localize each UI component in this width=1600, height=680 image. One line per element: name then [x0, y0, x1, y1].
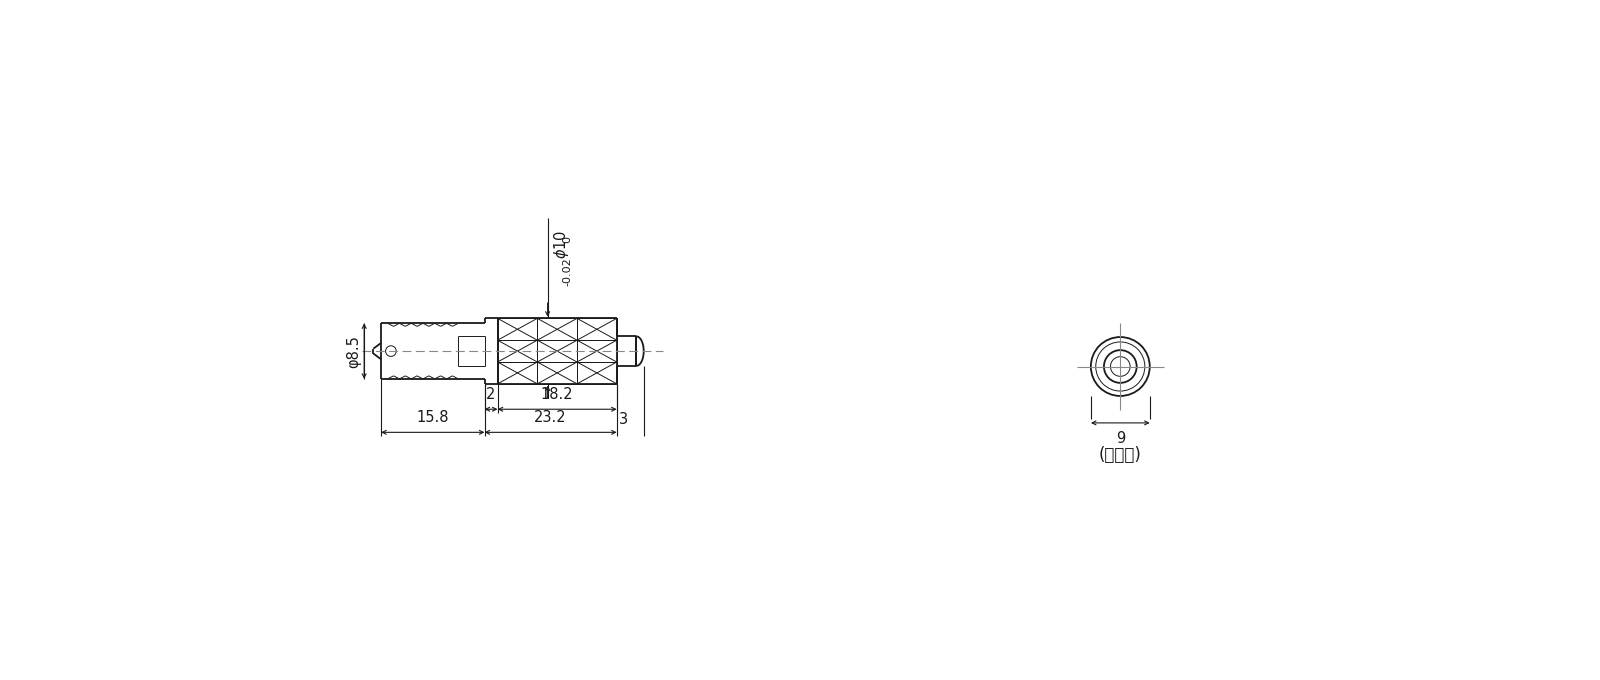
Text: 18.2: 18.2 [541, 386, 573, 401]
Text: (六角部): (六角部) [1099, 446, 1142, 464]
Text: 15.8: 15.8 [416, 409, 450, 424]
Text: 2: 2 [486, 386, 496, 401]
Text: $\phi$10: $\phi$10 [552, 230, 571, 259]
Text: φ8.5: φ8.5 [346, 335, 362, 367]
Text: -0.02: -0.02 [562, 257, 573, 286]
Text: 9: 9 [1115, 430, 1125, 445]
Text: 23.2: 23.2 [534, 409, 566, 424]
Text: 0: 0 [562, 236, 573, 243]
Text: 3: 3 [619, 412, 627, 427]
